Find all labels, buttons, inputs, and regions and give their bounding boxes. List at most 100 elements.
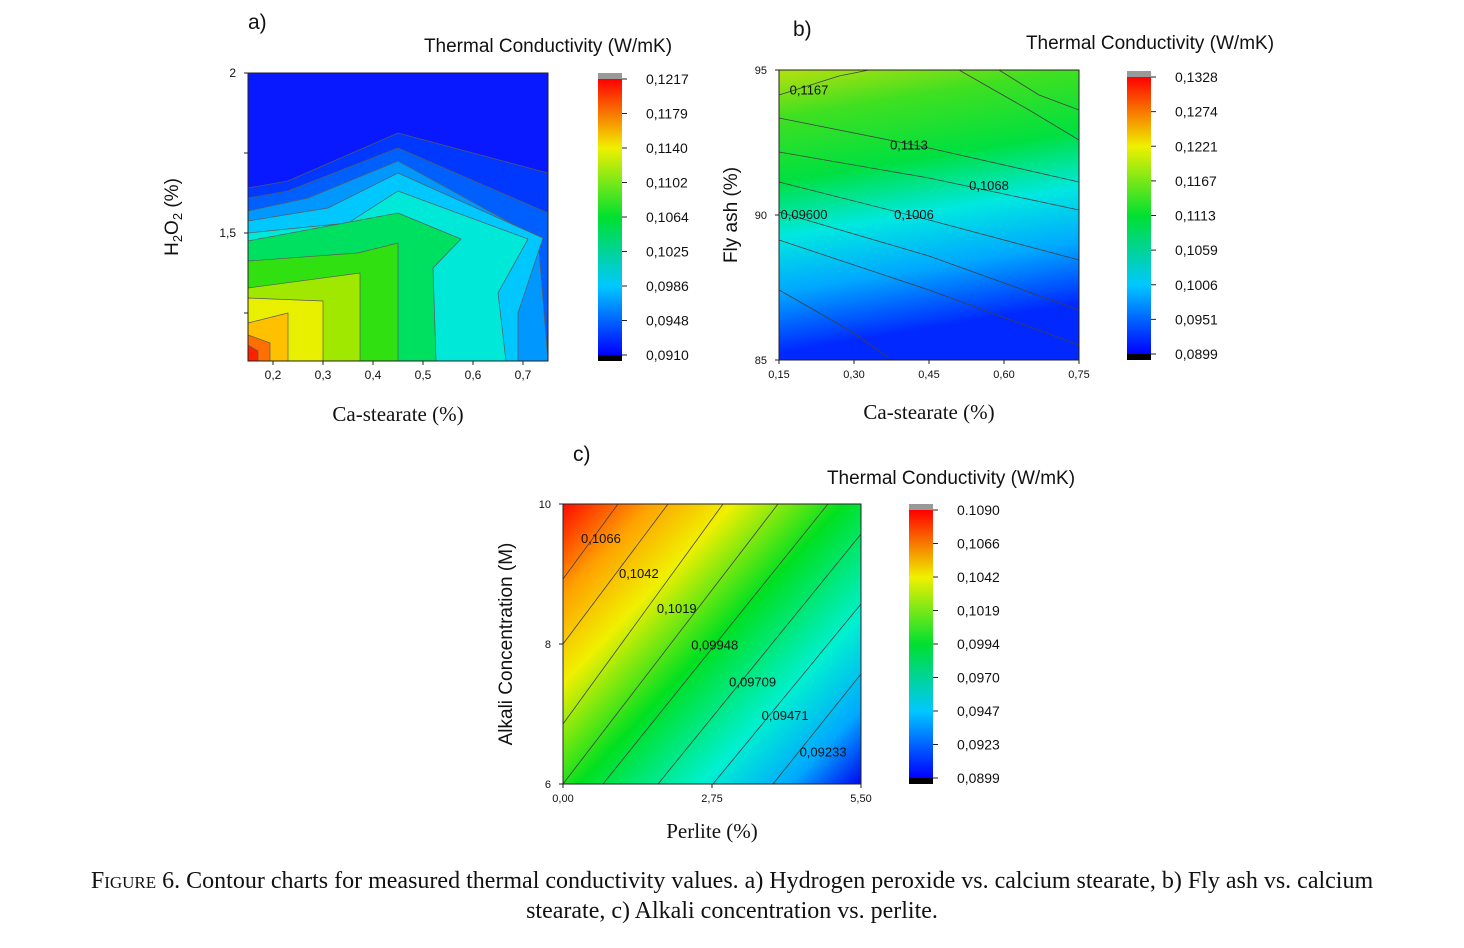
colorbar-label: 0,1064 <box>646 209 689 225</box>
contour-line <box>772 673 862 785</box>
contour-line <box>958 69 1080 141</box>
caption-text-line2: stearate, c) Alkali concentration vs. pe… <box>526 898 938 924</box>
y-tick-label: 90 <box>755 210 767 222</box>
y-tick-label: 95 <box>755 65 767 77</box>
contour-line <box>712 603 862 785</box>
colorbar-label: 0,1167 <box>1175 173 1217 189</box>
x-tick-label: 5,50 <box>850 793 871 805</box>
contour-label: 0,09471 <box>762 708 809 723</box>
heatmap-field <box>779 70 1079 360</box>
panel-b: 0,1167 0,1113 0,1068 0,09600 0,1006 0,15 0,30 0… <box>721 18 1274 424</box>
colorbar <box>598 79 622 355</box>
contour-line <box>778 289 890 359</box>
contour-label: 0,1068 <box>969 178 1009 193</box>
colorbar-label: 0,0947 <box>957 703 1000 719</box>
x-tick-label: 0,30 <box>843 369 864 381</box>
x-tick-label: 0,45 <box>918 369 939 381</box>
contour-line <box>562 503 669 645</box>
x-tick-label: 0,3 <box>315 368 332 382</box>
colorbar-label: 0,1140 <box>646 140 688 156</box>
x-tick-label: 0,75 <box>1068 369 1089 381</box>
x-axis-label: Perlite (%) <box>666 819 758 843</box>
y-axis-label: Fly ash (%) <box>721 167 742 263</box>
colorbar-label: 0,0948 <box>646 313 689 329</box>
colorbar-title: Thermal Conductivity (W/mK) <box>1026 33 1274 54</box>
panel-tag: c) <box>573 443 591 466</box>
colorbar-label: 0,1328 <box>1175 69 1218 85</box>
panel-tag: b) <box>793 18 812 41</box>
colorbar-label: 0.1090 <box>957 502 1000 518</box>
contour-label: 0,1167 <box>790 82 829 97</box>
y-tick-label: 10 <box>539 499 551 511</box>
contour-line <box>562 503 779 785</box>
x-tick-label: 0,2 <box>265 368 282 382</box>
colorbar-title: Thermal Conductivity (W/mK) <box>424 36 672 57</box>
colorbar-label: 0,1006 <box>1175 277 1218 293</box>
colorbar-label: 0,1274 <box>1175 104 1218 120</box>
contour-line <box>778 239 1080 346</box>
colorbar-underflow <box>598 355 622 361</box>
colorbar-label: 0,0994 <box>957 636 1000 652</box>
colorbar-overflow <box>598 73 622 79</box>
heatmap-field <box>563 504 861 784</box>
colorbar-label: 0,1217 <box>646 71 689 87</box>
panel-a: 0,2 0,3 0,4 0,5 0,6 0,7 1,5 2 Ca-stearate (%) H2O… <box>162 11 689 426</box>
contour-label: 0,1019 <box>657 601 697 616</box>
colorbar-label: 0,1019 <box>957 603 1000 619</box>
colorbar-label: 0,0986 <box>646 278 689 294</box>
figure-caption: Figure 6. Contour charts for measured th… <box>0 866 1464 926</box>
x-tick-label: 0,15 <box>768 369 789 381</box>
contour-line <box>562 503 619 580</box>
x-tick-label: 0,6 <box>465 368 482 382</box>
x-tick-label: 0,5 <box>415 368 432 382</box>
colorbar-underflow <box>909 778 933 784</box>
x-axis-label: Ca-stearate (%) <box>863 400 994 424</box>
plot-frame <box>247 72 549 362</box>
caption-text-line1: Contour charts for measured thermal cond… <box>186 868 1374 894</box>
x-tick-label: 0,60 <box>993 369 1014 381</box>
contour-label: 0,1066 <box>581 531 621 546</box>
colorbar-label: 0,0910 <box>646 347 689 363</box>
contour-label: 0,1113 <box>890 137 928 152</box>
y-axis-label: Alkali Concentration (M) <box>496 543 517 746</box>
colorbar <box>1127 77 1151 354</box>
colorbar-label: 0,1042 <box>957 569 1000 585</box>
contour-line <box>778 181 1080 261</box>
y-tick-label: 2 <box>229 66 236 80</box>
colorbar-label: 0,1066 <box>957 536 1000 552</box>
contour-label: 0,09233 <box>800 745 847 760</box>
colorbar-overflow <box>1127 71 1151 77</box>
contour-line <box>602 503 829 785</box>
contour-line <box>778 211 1080 311</box>
contour-label: 0,09600 <box>781 207 828 222</box>
colorbar-overflow <box>909 504 933 510</box>
x-tick-label: 0,7 <box>515 368 532 382</box>
y-axis-label: H2O2 (%) <box>162 178 185 256</box>
panel-tag: a) <box>248 11 267 34</box>
colorbar-label: 0,0923 <box>957 737 1000 753</box>
contour-line <box>657 533 862 785</box>
panel-c: 0,10660,10420,10190,099480,097090,094710… <box>496 443 1075 843</box>
colorbar-label: 0,0951 <box>1175 311 1218 327</box>
contour-line <box>778 151 1080 211</box>
contour-line <box>562 503 724 725</box>
colorbar-title: Thermal Conductivity (W/mK) <box>827 468 1075 489</box>
colorbar-label: 0,1113 <box>1175 208 1216 224</box>
contour-label: 0,09948 <box>691 637 738 652</box>
y-tick-label: 8 <box>545 639 551 651</box>
colorbar-label: 0,1102 <box>646 175 688 191</box>
y-tick-label: 85 <box>755 355 767 367</box>
y-tick-label: 6 <box>545 779 551 791</box>
colorbar-label: 0,0970 <box>957 670 1000 686</box>
caption-label: Figure 6. <box>90 868 181 894</box>
colorbar-label: 0,1025 <box>646 244 689 260</box>
contour-label: 0,09709 <box>729 675 776 690</box>
contour-label: 0,1042 <box>619 566 659 581</box>
contour-label: 0,1006 <box>894 207 934 222</box>
colorbar-label: 0,1179 <box>646 106 688 122</box>
colorbar-underflow <box>1127 354 1151 360</box>
x-tick-label: 0,00 <box>552 793 573 805</box>
x-axis-label: Ca-stearate (%) <box>332 402 463 426</box>
colorbar-label: 0,0899 <box>957 770 1000 786</box>
